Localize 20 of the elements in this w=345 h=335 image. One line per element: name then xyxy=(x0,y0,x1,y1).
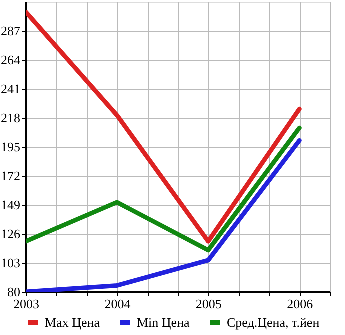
x-tick-label: 2003 xyxy=(14,296,40,312)
x-tick-label: 2005 xyxy=(196,296,222,312)
y-tick-label: 195 xyxy=(1,140,20,154)
x-tick-label: 2006 xyxy=(287,296,314,312)
line-series xyxy=(26,138,302,292)
line-series xyxy=(26,10,302,244)
x-tick-label: 2004 xyxy=(104,296,132,312)
y-tick-label: 172 xyxy=(1,168,20,184)
y-tick-label: 241 xyxy=(1,82,20,96)
legend-label: Max Цена xyxy=(45,314,100,330)
y-tick-label: 80 xyxy=(8,284,20,300)
y-tick-label: 218 xyxy=(1,110,20,126)
y-tick-label: 149 xyxy=(1,198,20,212)
y-tick-label: 264 xyxy=(1,52,21,68)
y-tick-label: 103 xyxy=(1,256,20,270)
y-tick-label: 287 xyxy=(1,24,21,38)
legend-label: Min Цена xyxy=(137,314,190,330)
legend-label: Сред.Цена, т.йен xyxy=(227,314,320,330)
line-series xyxy=(26,126,302,253)
y-tick-label: 126 xyxy=(1,226,21,242)
